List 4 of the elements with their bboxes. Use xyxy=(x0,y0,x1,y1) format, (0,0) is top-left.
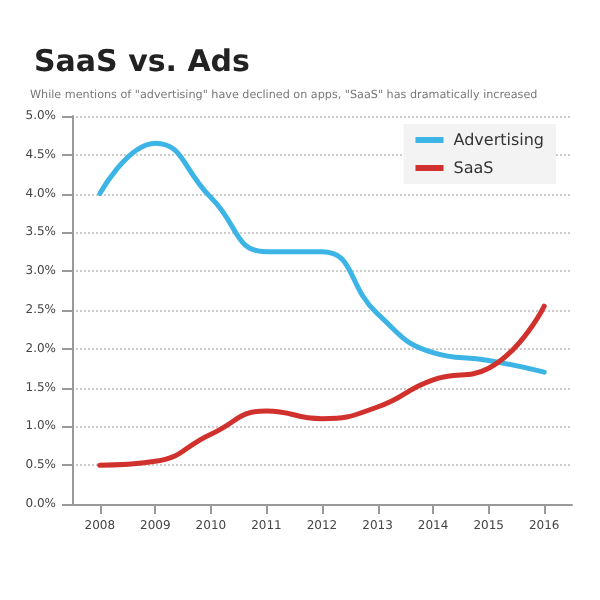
line-series xyxy=(97,303,547,468)
legend-label: SaaS xyxy=(453,159,494,177)
chart-title: SaaS vs. Ads xyxy=(34,43,251,79)
legend-label: Advertising xyxy=(453,131,545,149)
